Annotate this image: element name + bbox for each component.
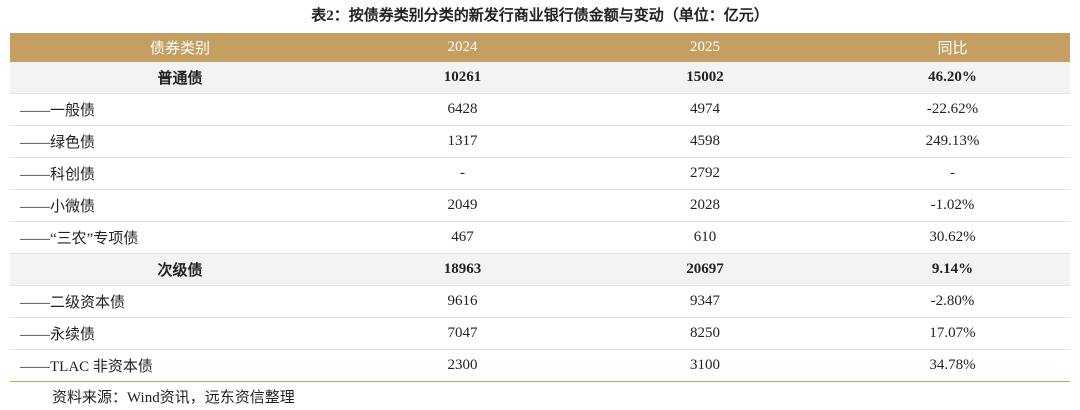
row-label: ——“三农”专项债 [10,221,350,254]
table-cell: - [835,157,1070,190]
table-cell: 46.20% [835,62,1070,94]
header-row: 债券类别 2024 2025 同比 [10,33,1070,62]
table-cell: 20697 [575,253,835,286]
table-cell: 17.07% [835,317,1070,350]
table-row: ——绿色债 1317 4598 249.13% [10,125,1070,158]
table-row: ——“三农”专项债 467 610 30.62% [10,221,1070,254]
header-cell: 2024 [350,33,575,62]
table-row: ——永续债 7047 8250 17.07% [10,317,1070,350]
table-cell: 6428 [350,93,575,126]
row-label: ——TLAC 非资本债 [10,349,350,382]
table-cell: -1.02% [835,189,1070,222]
table-row: 普通债 10261 15002 46.20% [10,62,1070,94]
table-cell: 9.14% [835,253,1070,286]
table-cell: 2792 [575,157,835,190]
data-table: 债券类别 2024 2025 同比 普通债 10261 15002 46.20% ——一… [10,33,1070,382]
table-cell: 467 [350,221,575,254]
table-cell: 9347 [575,285,835,318]
table-cell: 610 [575,221,835,254]
header-cell: 债券类别 [10,33,350,62]
table-cell: 18963 [350,253,575,286]
table-title: 表2：按债券类别分类的新发行商业银行债金额与变动（单位：亿元） [311,8,769,24]
source-note: 资料来源：Wind资讯，远东资信整理 [52,390,295,406]
table-cell: - [350,157,575,190]
table-row: ——TLAC 非资本债 2300 3100 34.78% [10,349,1070,382]
table-cell: 30.62% [835,221,1070,254]
table-cell: 2049 [350,189,575,222]
row-label: ——科创债 [10,157,350,190]
table-row: ——一般债 6428 4974 -22.62% [10,93,1070,126]
row-label: 普通债 [10,62,350,94]
table-cell: 2028 [575,189,835,222]
table-cell: 10261 [350,62,575,94]
header-cell: 同比 [835,33,1070,62]
table-cell: 1317 [350,125,575,158]
table-cell: 4974 [575,93,835,126]
table-cell: 7047 [350,317,575,350]
table-cell: 34.78% [835,349,1070,382]
row-label: ——永续债 [10,317,350,350]
table-body: 普通债 10261 15002 46.20% ——一般债 6428 4974 -22.62% —… [10,62,1070,382]
table-cell: -22.62% [835,93,1070,126]
row-label: ——绿色债 [10,125,350,158]
row-label: ——二级资本债 [10,285,350,318]
row-label: 次级债 [10,253,350,286]
row-label: ——小微债 [10,189,350,222]
table-cell: 8250 [575,317,835,350]
table-cell: 2300 [350,349,575,382]
table-cell: 9616 [350,285,575,318]
table-cell: -2.80% [835,285,1070,318]
table-row: 次级债 18963 20697 9.14% [10,253,1070,286]
row-label: ——一般债 [10,93,350,126]
table-cell: 3100 [575,349,835,382]
table-row: ——科创债 -2792- [10,157,1070,190]
table-row: ——二级资本债 9616 9347 -2.80% [10,285,1070,318]
header-cell: 2025 [575,33,835,62]
table-cell: 4598 [575,125,835,158]
table-row: ——小微债 2049 2028 -1.02% [10,189,1070,222]
table-cell: 249.13% [835,125,1070,158]
table-cell: 15002 [575,62,835,94]
